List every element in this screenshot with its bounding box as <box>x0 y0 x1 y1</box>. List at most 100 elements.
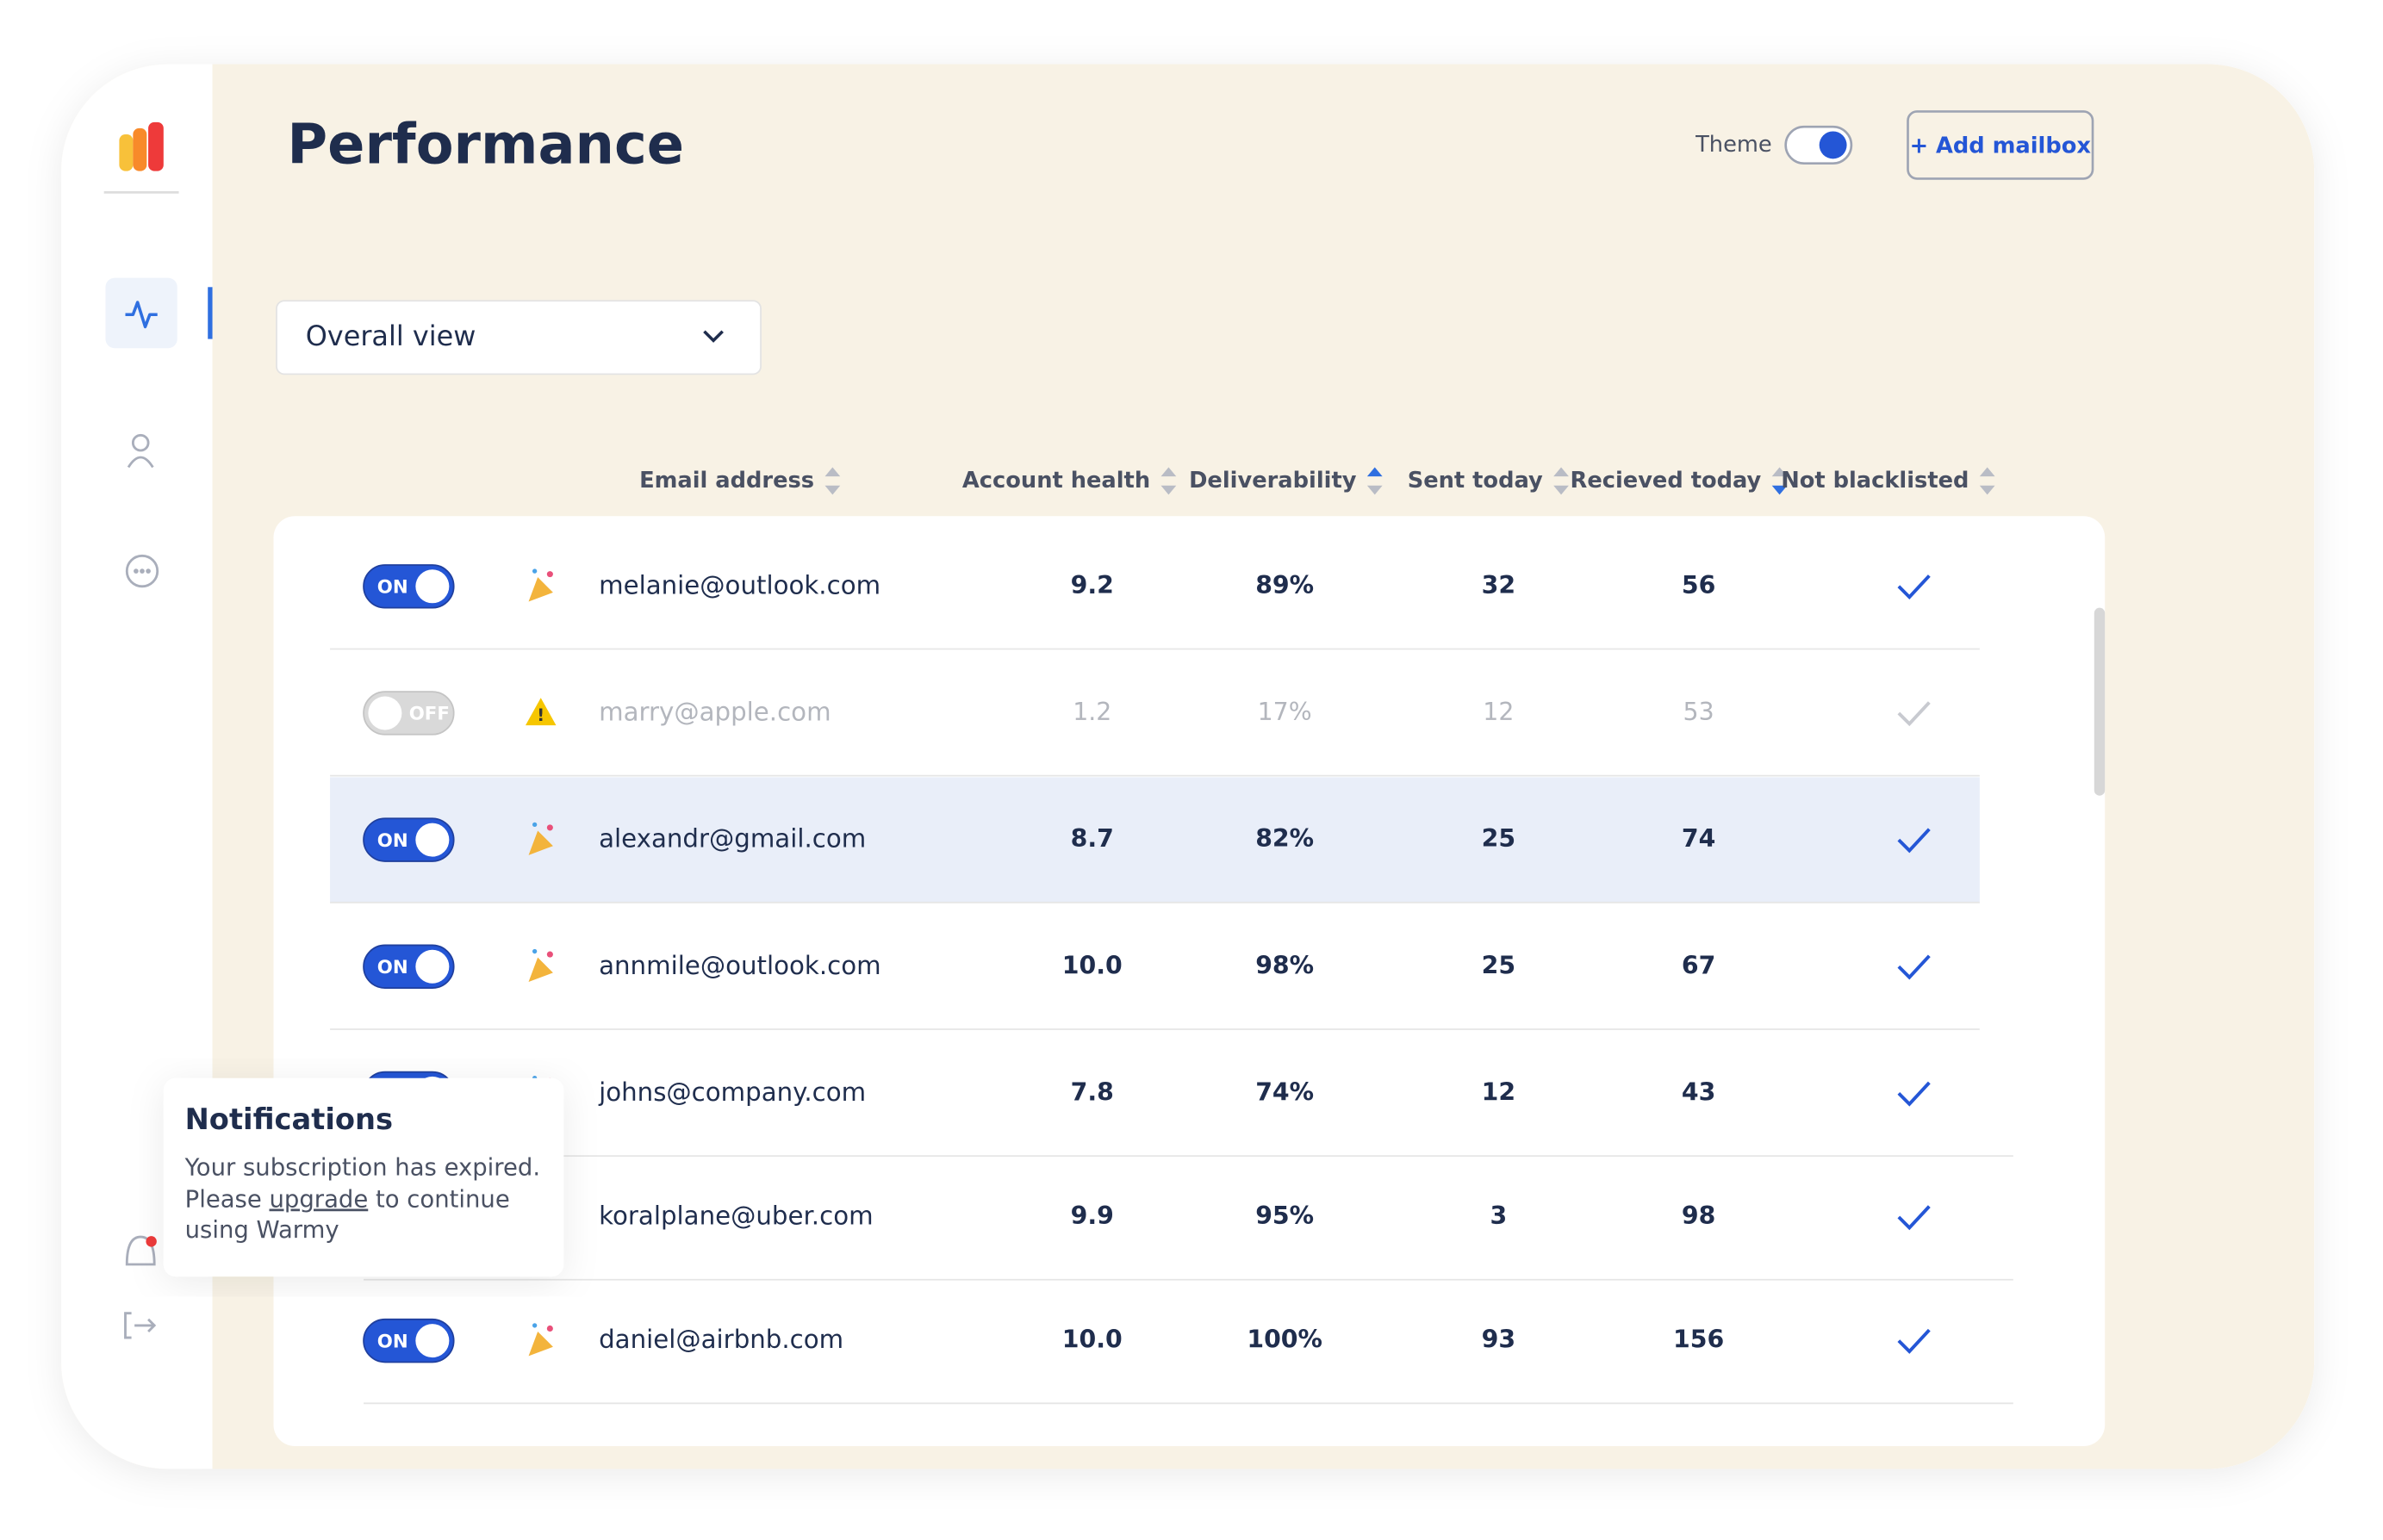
sort-up <box>824 467 841 477</box>
party-icon <box>528 830 553 855</box>
toggle-knob <box>415 1324 450 1358</box>
toggle-label: ON <box>377 577 408 599</box>
cell-health: 9.2 <box>1071 571 1114 599</box>
cell-deliverability: 17% <box>1258 698 1312 726</box>
party-confetti <box>546 824 553 831</box>
notification-text: using Warmy <box>185 1216 339 1244</box>
add-mailbox-label: + Add mailbox <box>1910 134 2092 159</box>
notification-text: Please upgrade to continue <box>185 1186 510 1214</box>
toggle-knob <box>415 569 450 604</box>
cell-sent: 25 <box>1482 951 1515 979</box>
column-header[interactable]: Deliverability <box>1189 468 1357 494</box>
party-confetti <box>532 948 538 954</box>
page-title: Performance <box>287 114 684 177</box>
column-header[interactable]: Recieved today <box>1571 468 1762 494</box>
checkmark <box>1897 1328 1931 1354</box>
column-header[interactable]: Not blacklisted <box>1781 468 1969 494</box>
column-header[interactable]: Account health <box>962 468 1150 494</box>
toggle-knob <box>415 823 450 857</box>
toggle-knob <box>415 949 450 984</box>
add-mailbox-button[interactable] <box>1907 110 2094 180</box>
toggle-label: ON <box>377 957 408 978</box>
theme-toggle[interactable] <box>1784 125 1853 165</box>
notification-panel <box>163 1077 564 1277</box>
party-confetti <box>546 1325 553 1332</box>
view-select-label: Overall view <box>306 320 476 352</box>
cell-health: 9.9 <box>1071 1202 1114 1230</box>
cell-sent: 32 <box>1482 571 1515 599</box>
view-select-chevron <box>703 330 724 343</box>
scrollbar[interactable] <box>2094 607 2106 796</box>
email-address: annmile@outlook.com <box>599 951 881 980</box>
email-address: melanie@outlook.com <box>599 570 880 599</box>
cell-sent: 12 <box>1483 698 1514 726</box>
theme-label: Theme <box>1695 132 1772 158</box>
checkmark <box>1897 1205 1931 1231</box>
notification-text: to continue <box>376 1186 510 1214</box>
checkmark <box>1897 701 1931 727</box>
sort-up <box>1553 467 1569 477</box>
cell-sent: 12 <box>1482 1077 1515 1106</box>
sort-down <box>1160 485 1177 495</box>
notification-dot <box>146 1236 157 1247</box>
cell-received: 56 <box>1682 571 1715 599</box>
nav-account[interactable] <box>127 433 154 469</box>
sort-down <box>824 485 841 495</box>
party-confetti <box>532 568 538 574</box>
cell-sent: 93 <box>1482 1326 1515 1354</box>
party-confetti <box>546 951 553 958</box>
email-address: johns@company.com <box>598 1077 866 1107</box>
party-confetti <box>532 1323 538 1328</box>
party-confetti <box>546 571 553 578</box>
cell-deliverability: 89% <box>1255 571 1314 599</box>
warning-icon <box>526 698 557 726</box>
cell-health: 10.0 <box>1062 1326 1123 1354</box>
column-header[interactable]: Email address <box>639 468 814 494</box>
notification-title: Notifications <box>185 1102 393 1136</box>
table-card <box>273 516 2106 1446</box>
notification-text: Your subscription has expired. <box>184 1153 540 1181</box>
cell-health: 10.0 <box>1062 951 1123 979</box>
cell-deliverability: 98% <box>1255 951 1314 979</box>
view-select[interactable] <box>276 300 762 376</box>
checkmark <box>1897 954 1931 980</box>
cell-deliverability: 100% <box>1247 1326 1322 1354</box>
checkmark <box>1897 1081 1931 1107</box>
row-highlight <box>330 777 1980 903</box>
cell-received: 67 <box>1682 951 1715 979</box>
cell-health: 1.2 <box>1073 698 1111 726</box>
nav-chat[interactable] <box>125 554 159 588</box>
email-address: koralplane@uber.com <box>599 1202 873 1231</box>
cell-sent: 25 <box>1482 824 1515 853</box>
warning-mark: ! <box>537 705 544 725</box>
column-header[interactable]: Sent today <box>1408 468 1543 494</box>
sort-down <box>1553 485 1569 495</box>
cell-received: 53 <box>1683 698 1714 726</box>
logo <box>103 121 179 194</box>
party-confetti <box>532 822 538 828</box>
email-address: alexandr@gmail.com <box>599 824 866 854</box>
party-icon <box>528 577 553 602</box>
sort-down <box>1979 485 1995 495</box>
email-address: marry@apple.com <box>599 697 831 726</box>
nav-logout[interactable] <box>124 1312 157 1339</box>
cell-deliverability: 82% <box>1255 824 1314 853</box>
nav-notifications[interactable] <box>125 1235 156 1266</box>
toggle-label: ON <box>377 830 408 852</box>
sort-down <box>1366 485 1383 495</box>
cell-deliverability: 95% <box>1255 1202 1314 1230</box>
nav-indicator <box>208 287 213 339</box>
cell-health: 8.7 <box>1071 824 1114 853</box>
cell-received: 43 <box>1682 1077 1715 1106</box>
toggle-label: OFF <box>409 704 450 725</box>
cell-received: 74 <box>1682 824 1715 853</box>
nav-performance-icon <box>125 301 158 329</box>
cell-received: 156 <box>1673 1326 1724 1354</box>
upgrade-link[interactable]: upgrade <box>270 1186 369 1214</box>
sort-up <box>1979 467 1995 477</box>
cell-sent: 3 <box>1490 1202 1507 1230</box>
party-icon <box>528 1331 553 1357</box>
checkmark <box>1897 828 1931 854</box>
